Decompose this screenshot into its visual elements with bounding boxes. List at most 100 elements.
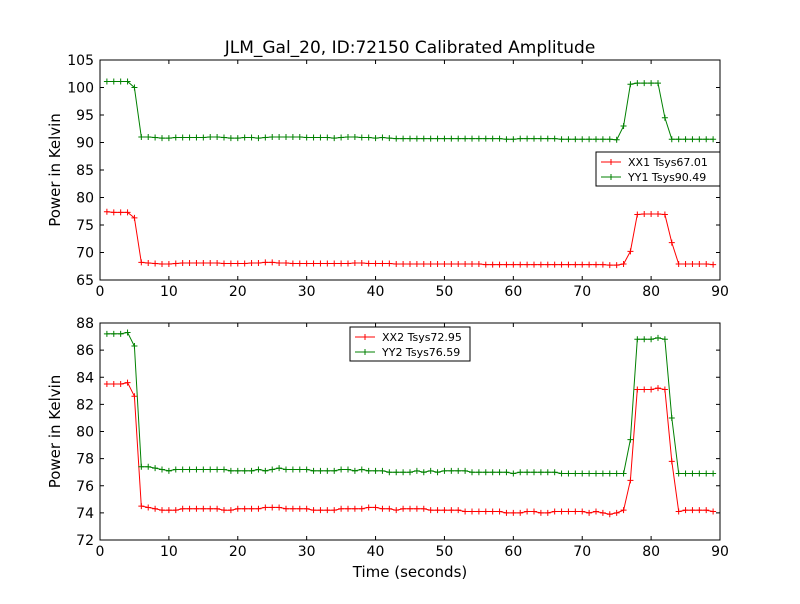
data-point [420,261,427,268]
data-point [103,381,110,388]
data-point [138,134,145,140]
data-point [558,136,565,143]
data-point [234,135,241,142]
data-point [131,393,138,400]
data-point [641,80,648,87]
data-point [159,466,165,473]
x-tick-label: 70 [573,284,591,300]
data-point [179,505,186,512]
data-point [386,260,393,267]
data-point [338,466,345,473]
data-point [448,261,455,268]
data-point [703,507,710,514]
x-tick-label: 60 [504,284,522,300]
x-tick-label: 30 [298,284,316,300]
data-point [289,134,296,140]
data-point [372,467,379,474]
data-point [283,505,289,512]
data-point [317,507,324,514]
data-point [599,261,606,268]
data-point [531,261,537,268]
data-point [613,470,620,477]
data-point [524,508,531,515]
data-point [117,78,124,85]
data-point [310,507,317,514]
data-point [255,135,262,142]
data-point [668,414,675,421]
data-point [283,134,289,140]
x-tick-label: 60 [504,544,522,560]
data-point [572,470,579,477]
data-point [648,211,655,217]
data-point [172,260,179,267]
data-point [537,261,544,268]
data-point [627,436,634,443]
data-point [351,259,358,266]
data-point [462,261,469,268]
data-point [620,470,627,477]
data-point [558,261,565,268]
data-point [661,386,668,393]
data-point [193,505,200,512]
y-tick-label: 84 [76,370,94,386]
data-point [345,466,351,473]
data-point [537,469,544,476]
data-point [524,135,531,142]
data-point [434,261,441,268]
y-tick-label: 76 [76,479,94,495]
x-tick-label: 70 [573,544,591,560]
x-tick-label: 10 [160,284,178,300]
data-point [386,135,393,142]
data-point [648,80,655,87]
x-tick-label: 50 [436,544,454,560]
data-point [207,466,214,473]
data-point [496,469,503,476]
data-point [117,209,124,216]
data-point [420,135,427,142]
data-point [365,134,372,141]
data-point [393,135,400,142]
data-point [531,135,537,142]
data-point [186,505,193,512]
data-point [165,135,172,142]
data-point [289,466,296,473]
data-point [544,135,551,142]
data-point [593,136,599,143]
data-point [241,134,248,141]
data-point [593,261,599,268]
data-point [475,135,482,142]
data-point [696,261,703,268]
data-point [565,136,572,143]
data-point [441,135,448,142]
data-point [338,134,345,141]
data-point [655,80,661,87]
y-tick-label: 100 [67,81,94,97]
data-point [448,467,455,474]
data-point [179,466,186,473]
data-point [110,381,117,388]
data-point [455,507,462,514]
data-point [159,261,165,268]
data-point [593,508,599,515]
data-point [655,211,661,217]
y-tick-label: 65 [76,273,94,289]
data-point [296,466,303,473]
legend-marker [608,159,614,165]
data-point [110,78,117,85]
data-point [427,467,434,474]
data-point [365,504,372,511]
data-point [489,469,496,476]
data-point [248,505,255,512]
x-tick-label: 10 [160,544,178,560]
data-point [324,134,331,141]
data-point [379,134,386,141]
legend-label: YY2 Tsys76.59 [381,346,460,359]
data-point [462,467,469,474]
data-point [152,134,159,141]
data-point [655,334,661,341]
data-point [565,261,572,268]
data-point [407,505,413,512]
data-point [296,134,303,140]
x-tick-label: 40 [367,284,385,300]
